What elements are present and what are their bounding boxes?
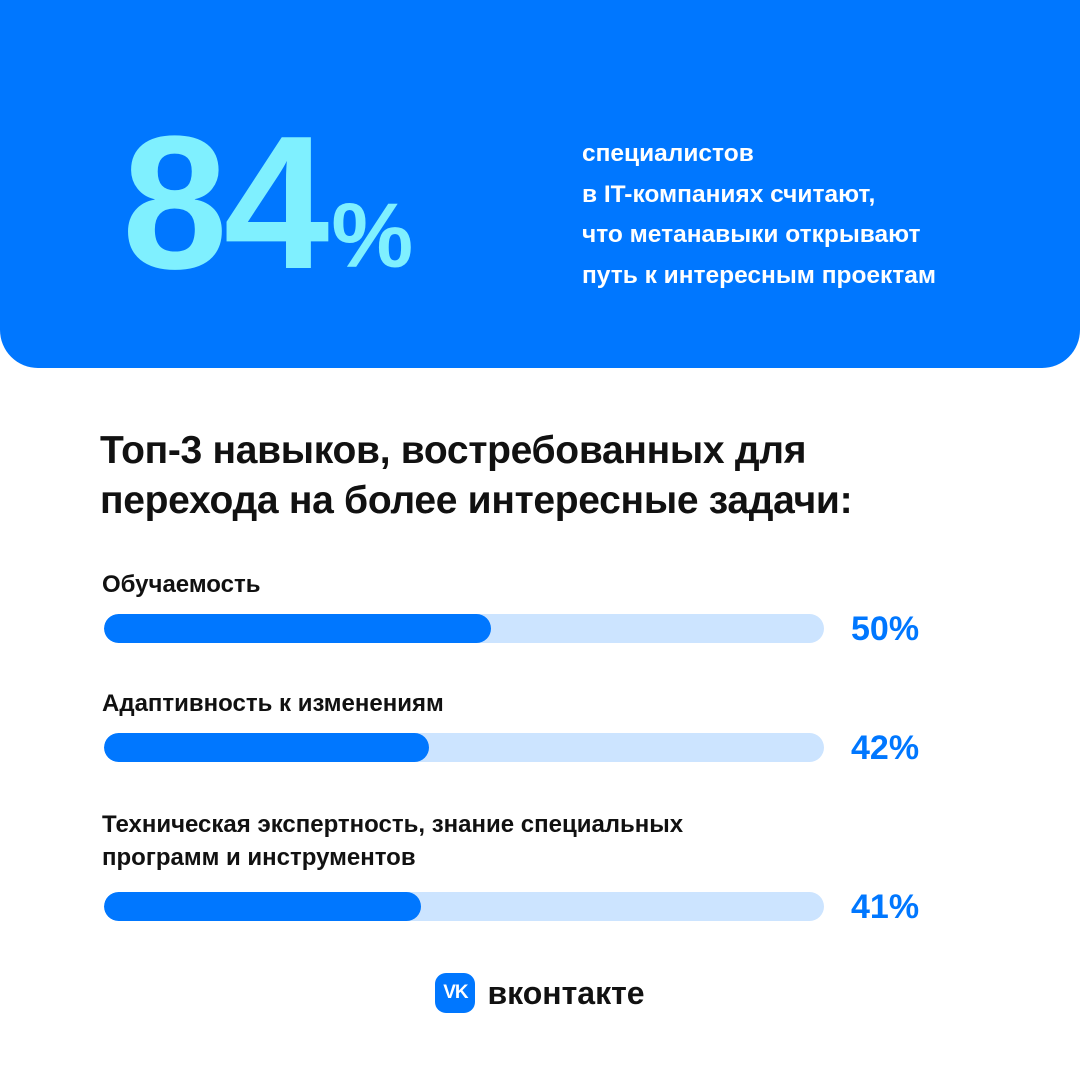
vk-logo-icon: VK	[435, 973, 476, 1013]
skill-label-technical-expertise: Техническая экспертность, знание специал…	[102, 808, 683, 874]
footer-brand: VK вконтакте	[0, 970, 1080, 1016]
section-title: Топ-3 навыков, востребованных для перехо…	[100, 426, 1000, 526]
skill-bar-track	[104, 733, 824, 762]
section-title-line: Топ-3 навыков, востребованных для	[100, 429, 807, 472]
skill-bar-fill	[104, 614, 491, 643]
skill-bar-fill	[104, 892, 421, 921]
skill-value-label: 41%	[851, 888, 920, 926]
hero-stat: 84%	[122, 97, 414, 309]
hero-line: специалистов	[582, 140, 754, 167]
skill-label-line: Адаптивность к изменениям	[102, 690, 444, 717]
skill-label-line: Техническая экспертность, знание специал…	[102, 811, 684, 838]
skill-bar-track	[104, 614, 824, 643]
skill-bar-fill	[104, 733, 429, 762]
skill-label-learnability: Обучаемость	[102, 568, 260, 601]
skill-label-adaptability: Адаптивность к изменениям	[102, 687, 444, 720]
hero-stat-value: 84	[122, 97, 329, 309]
skill-value-label: 42%	[851, 729, 920, 767]
hero-description: специалистов в IT-компаниях считают, что…	[582, 134, 1042, 296]
section-title-line: перехода на более интересные задачи:	[100, 479, 853, 522]
hero-banner: 84% специалистов в IT-компаниях считают,…	[0, 0, 1080, 368]
skill-value-label: 50%	[851, 610, 920, 648]
skill-label-line: программ и инструментов	[102, 844, 416, 871]
brand-name: вконтакте	[487, 975, 645, 1011]
hero-line: путь к интересным проектам	[582, 261, 937, 289]
hero-stat-unit: %	[331, 185, 414, 287]
hero-line: в IT-компаниях считают,	[582, 180, 876, 208]
skill-bar-track	[104, 892, 824, 921]
skill-label-line: Обучаемость	[102, 571, 261, 598]
hero-line: что метанавыки открывают	[582, 221, 921, 248]
